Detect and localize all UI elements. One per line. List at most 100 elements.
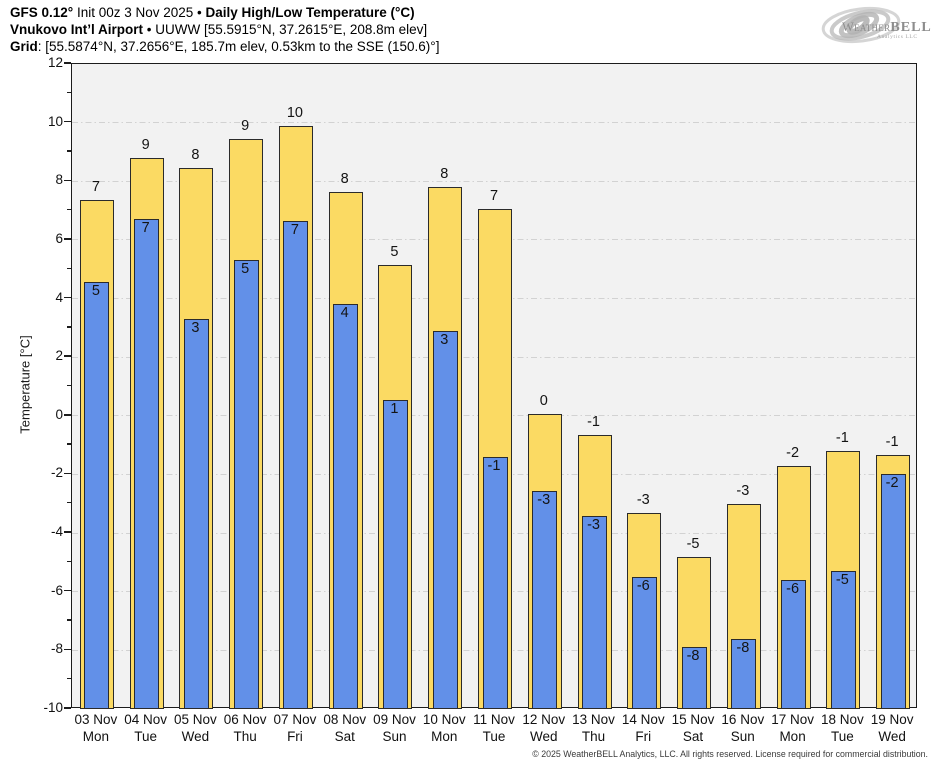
low-value-label: 5 [91,283,100,300]
y-major-tick [64,179,71,181]
low-temp-bar [84,282,110,709]
y-axis-title: Temperature [°C] [17,335,33,434]
y-major-tick [64,531,71,533]
low-temp-bar [382,399,408,709]
y-tick-label: 6 [55,230,63,246]
low-temp-bar [283,220,309,709]
x-tick-weekday: Sat [682,729,704,744]
y-tick-label: 0 [55,406,63,422]
low-temp-bar [233,260,259,709]
x-tick-date: 19 Nov [870,712,914,727]
high-value-label: 8 [440,166,449,183]
low-value-label: -8 [736,639,750,656]
x-tick-date: 17 Nov [771,712,814,727]
y-minor-tick [67,677,71,680]
high-value-label: 9 [241,117,250,134]
gridline [72,122,916,124]
y-minor-tick [67,443,71,445]
page-title: Daily High/Low Temperature (°C) [205,5,415,20]
x-tick-weekday: Wed [181,729,210,744]
high-value-label: -3 [636,491,650,508]
copyright-notice: © 2025 WeatherBELL Analytics, LLC. All r… [532,749,928,759]
title-line-3: Grid: [55.5874°N, 37.2656°E, 185.7m elev… [10,39,439,56]
low-value-label: 4 [340,305,349,322]
y-major-tick [64,707,71,709]
x-tick-weekday: Sat [334,729,355,744]
x-tick-date: 10 Nov [422,712,466,727]
y-tick-label: -4 [50,524,63,540]
low-temp-bar [880,474,906,709]
weatherbell-logo: WeatherBELL Analytics LLC [819,3,931,49]
x-tick-date: 14 Nov [621,712,665,727]
x-tick-weekday: Mon [779,729,806,744]
model-name: GFS 0.12° [10,5,74,20]
x-tick-date: 18 Nov [820,712,864,727]
y-minor-tick [67,502,71,504]
low-value-label: -2 [885,475,899,492]
x-tick-date: 15 Nov [671,712,715,727]
logo-wordmark: WeatherBELL [842,20,932,35]
high-value-label: 10 [286,104,303,121]
y-tick-label: 12 [47,55,63,70]
x-tick-weekday: Tue [830,729,854,744]
y-major-tick [64,296,71,299]
x-tick-weekday: Sun [730,729,755,744]
grid-label: Grid [10,38,38,54]
y-tick-label: 4 [55,289,63,305]
grid-coords: : [55.5874°N, 37.2656°E, 185.7m elev, 0.… [37,38,440,54]
low-temp-bar [183,319,209,709]
high-value-label: 0 [539,393,548,410]
low-temp-bar [830,571,856,709]
x-tick-weekday: Thu [233,729,257,744]
low-value-label: 3 [440,331,449,348]
low-temp-bar [731,638,757,709]
y-major-tick [64,238,71,240]
low-temp-bar [482,456,508,709]
station-coords: • UUWW [55.5915°N, 37.2615°E, 208.8m ele… [143,21,428,37]
low-temp-bar [582,515,608,709]
y-minor-tick [67,326,71,328]
high-value-label: 5 [390,243,399,260]
x-tick-weekday: Mon [431,729,458,744]
title-line-1: GFS 0.12° Init 00z 3 Nov 2025 • Daily Hi… [10,5,415,20]
low-value-label: -3 [587,516,600,533]
low-value-label: -8 [686,648,700,665]
high-value-label: -1 [587,413,600,430]
y-minor-tick [67,91,71,93]
y-tick-label: -10 [43,700,63,715]
x-tick-weekday: Mon [82,729,109,744]
low-value-label: -6 [786,581,800,597]
x-tick-date: 11 Nov [473,712,515,727]
low-temp-bar [681,647,707,709]
x-tick-weekday: Wed [529,729,558,744]
x-tick-weekday: Wed [878,729,906,744]
high-value-label: -1 [835,430,849,446]
x-tick-date: 06 Nov [223,712,267,727]
y-minor-tick [67,150,71,152]
high-value-label: 9 [141,136,150,153]
high-value-label: 8 [340,170,349,187]
station-name: Vnukovo Int’l Airport [10,21,143,37]
low-temp-bar [631,577,657,709]
low-value-label: -5 [835,572,849,589]
low-value-label: 5 [241,261,250,278]
high-value-label: -2 [786,444,800,461]
high-value-label: -3 [736,482,750,499]
y-tick-label: 2 [55,348,63,364]
x-tick-weekday: Fri [635,729,652,744]
x-tick-weekday: Thu [581,729,606,744]
y-tick-label: -6 [50,582,63,598]
x-tick-date: 04 Nov [124,712,168,727]
title-line-2: Vnukovo Int’l Airport • UUWW [55.5915°N,… [10,22,439,39]
low-temp-bar [781,580,807,709]
low-value-label: 3 [191,320,200,337]
y-tick-label: 8 [55,172,63,188]
x-tick-date: 07 Nov [273,712,317,727]
high-value-label: 7 [489,188,499,205]
y-major-tick [64,414,71,416]
x-tick-date: 08 Nov [323,712,367,727]
high-value-label: 7 [91,179,100,196]
y-minor-tick [67,560,71,563]
x-tick-weekday: Tue [134,729,158,744]
